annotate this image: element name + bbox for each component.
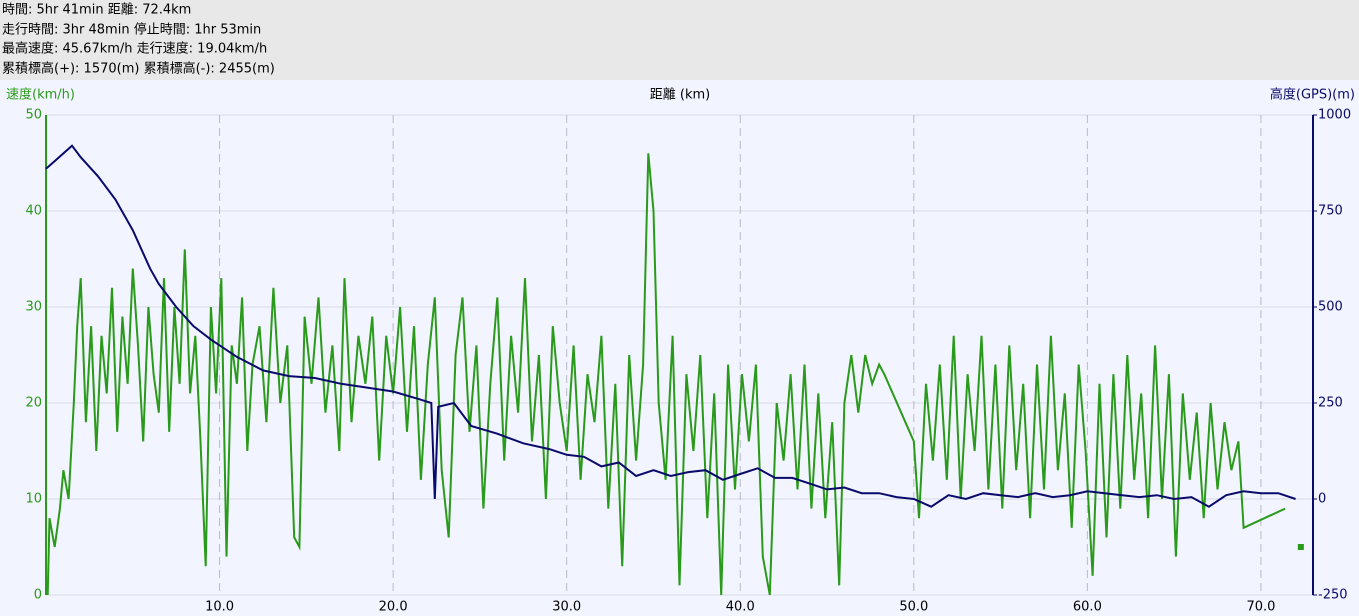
x-tick-label: 30.0 xyxy=(552,600,581,615)
y-tick-label: 20 xyxy=(25,396,42,411)
x-tick-label: 10.0 xyxy=(205,600,234,615)
y-axis-label: 速度(km/h) xyxy=(6,87,75,103)
x-tick-label: 50.0 xyxy=(899,600,928,615)
header xyxy=(0,0,1359,80)
header-line: 最高速度: 45.67km/h 走行速度: 19.04km/h xyxy=(2,41,267,57)
y-tick-label: 40 xyxy=(25,204,42,219)
x-tick-label: 60.0 xyxy=(1073,600,1102,615)
y2-tick-label: -250 xyxy=(1318,588,1348,603)
y2-tick-label: 0 xyxy=(1318,492,1326,507)
y2-tick-label: 750 xyxy=(1318,204,1343,219)
y-tick-label: 10 xyxy=(25,492,42,507)
y2-tick-label: 1000 xyxy=(1318,108,1351,123)
y-tick-label: 0 xyxy=(34,588,42,603)
header-line: 走行時間: 3hr 48min 停止時間: 1hr 53min xyxy=(2,22,261,38)
x-axis-label: 距離 (km) xyxy=(650,88,710,103)
x-tick-label: 70.0 xyxy=(1246,600,1275,615)
point xyxy=(1297,544,1304,550)
x-tick-label: 20.0 xyxy=(379,600,408,615)
x-tick-label: 40.0 xyxy=(726,600,755,615)
series-line xyxy=(46,153,1286,596)
y-tick-label: 50 xyxy=(25,108,42,123)
header-line: 累積標高(+): 1570(m) 累積標高(-): 2455(m) xyxy=(2,61,275,77)
y2-tick-label: 250 xyxy=(1318,396,1343,411)
y2-axis-label: 高度(GPS)(m) xyxy=(1270,87,1355,103)
series-line xyxy=(45,144,1296,508)
header-line: 時間: 5hr 41min 距離: 72.4km xyxy=(2,3,191,18)
y-tick-label: 30 xyxy=(25,300,42,315)
y2-tick-label: 500 xyxy=(1318,300,1343,315)
